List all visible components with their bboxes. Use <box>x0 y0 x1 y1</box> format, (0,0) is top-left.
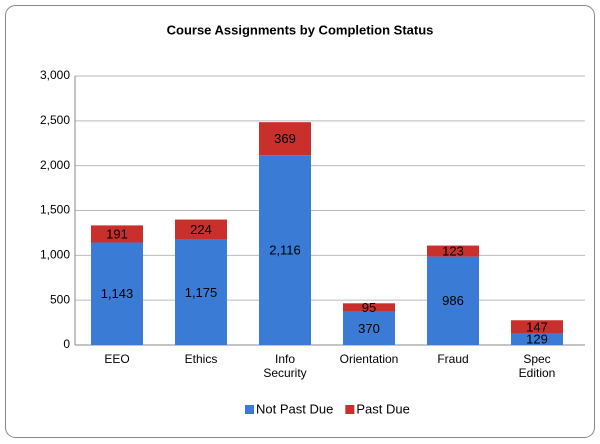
bar-segment <box>511 333 563 345</box>
data-label: 129 <box>526 332 548 347</box>
data-label: 370 <box>358 321 380 336</box>
bar-segment <box>91 242 143 345</box>
data-label: 986 <box>442 293 464 308</box>
data-label: 95 <box>362 300 376 315</box>
y-tick-label: 2,000 <box>40 158 70 172</box>
legend-swatch <box>345 405 355 414</box>
chart-title: Course Assignments by Completion Status <box>167 22 434 37</box>
y-tick-label: 3,000 <box>40 68 70 82</box>
bar-segment <box>427 245 479 257</box>
data-label: 2,116 <box>269 243 301 258</box>
bar-segment <box>175 219 227 240</box>
bar-segment <box>343 311 395 345</box>
y-tick-label: 500 <box>50 292 70 306</box>
legend-label: Not Past Due <box>256 401 333 416</box>
y-tick-label: 1,000 <box>40 248 70 262</box>
data-label: 369 <box>274 131 296 146</box>
data-label: 147 <box>526 319 548 334</box>
x-tick-label: EEO <box>104 352 129 366</box>
bar-segment <box>427 256 479 345</box>
data-label: 123 <box>442 244 464 259</box>
y-tick-label: 0 <box>63 337 70 351</box>
bar-segment <box>343 303 395 312</box>
bar-segment <box>259 122 311 156</box>
data-label: 191 <box>106 226 128 241</box>
bar-segment <box>511 320 563 334</box>
data-label: 1,143 <box>101 286 134 301</box>
x-tick-label: Orientation <box>340 352 399 366</box>
data-label: 1,175 <box>185 285 218 300</box>
legend-label: Past Due <box>356 401 409 416</box>
data-label: 224 <box>190 222 212 237</box>
x-tick-label: Ethics <box>185 352 218 366</box>
bar-segment <box>91 225 143 243</box>
x-tick-label: Spec Edition <box>519 352 556 380</box>
bar-segment <box>259 155 311 345</box>
x-tick-label: Fraud <box>437 352 468 366</box>
y-tick-label: 2,500 <box>40 113 70 127</box>
y-tick-label: 1,500 <box>40 203 70 217</box>
legend-swatch <box>245 405 254 414</box>
x-tick-label: Info Security <box>263 352 306 380</box>
bar-segment <box>175 239 227 345</box>
